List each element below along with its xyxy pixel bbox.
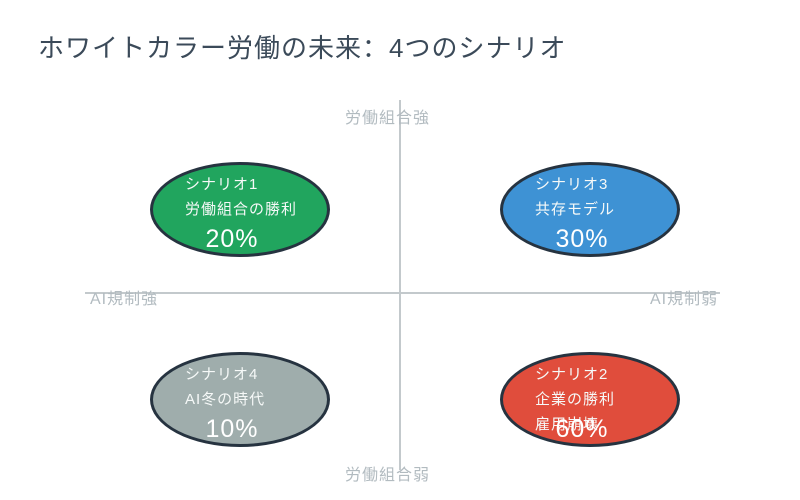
scenario-probability: 60% bbox=[555, 415, 609, 443]
scenario-description: 企業の勝利 bbox=[535, 391, 616, 408]
scenario-probability: 30% bbox=[555, 225, 609, 253]
scenario-label: シナリオ2 bbox=[535, 366, 609, 383]
scenario-bubble-1: シナリオ1 労働組合の勝利 20% bbox=[150, 162, 330, 257]
scenario-bubble-2-text: シナリオ2 企業の勝利 雇用崩壊 bbox=[535, 362, 615, 437]
axis-label-bottom: 労働組合弱 bbox=[345, 467, 431, 484]
scenario-probability: 10% bbox=[205, 415, 259, 443]
scenario-bubble-4: シナリオ4 AI冬の時代 10% bbox=[150, 352, 330, 447]
horizontal-axis-line bbox=[85, 292, 720, 294]
scenario-description: 共存モデル bbox=[535, 201, 616, 218]
scenario-description: AI冬の時代 bbox=[185, 391, 266, 408]
scenario-bubble-2: シナリオ2 企業の勝利 雇用崩壊 60% bbox=[500, 352, 680, 447]
scenario-description-2: 雇用崩壊 bbox=[535, 416, 600, 433]
axis-label-left: AI規制強 bbox=[90, 291, 159, 308]
scenario-bubble-1-text: シナリオ1 労働組合の勝利 bbox=[185, 172, 297, 222]
axis-label-right: AI規制弱 bbox=[650, 291, 719, 308]
axis-label-top: 労働組合強 bbox=[345, 110, 431, 127]
scenario-bubble-4-text: シナリオ4 AI冬の時代 bbox=[185, 362, 265, 412]
scenario-description: 労働組合の勝利 bbox=[185, 201, 298, 218]
scenario-bubble-3: シナリオ3 共存モデル 30% bbox=[500, 162, 680, 257]
scenario-bubble-3-text: シナリオ3 共存モデル bbox=[535, 172, 615, 222]
scenario-probability: 20% bbox=[205, 225, 259, 253]
scenario-label: シナリオ1 bbox=[185, 176, 259, 193]
vertical-axis-line bbox=[399, 100, 401, 470]
scenario-label: シナリオ3 bbox=[535, 176, 609, 193]
scenario-label: シナリオ4 bbox=[185, 366, 259, 383]
chart-title: ホワイトカラー労働の未来：4つのシナリオ bbox=[38, 33, 567, 63]
